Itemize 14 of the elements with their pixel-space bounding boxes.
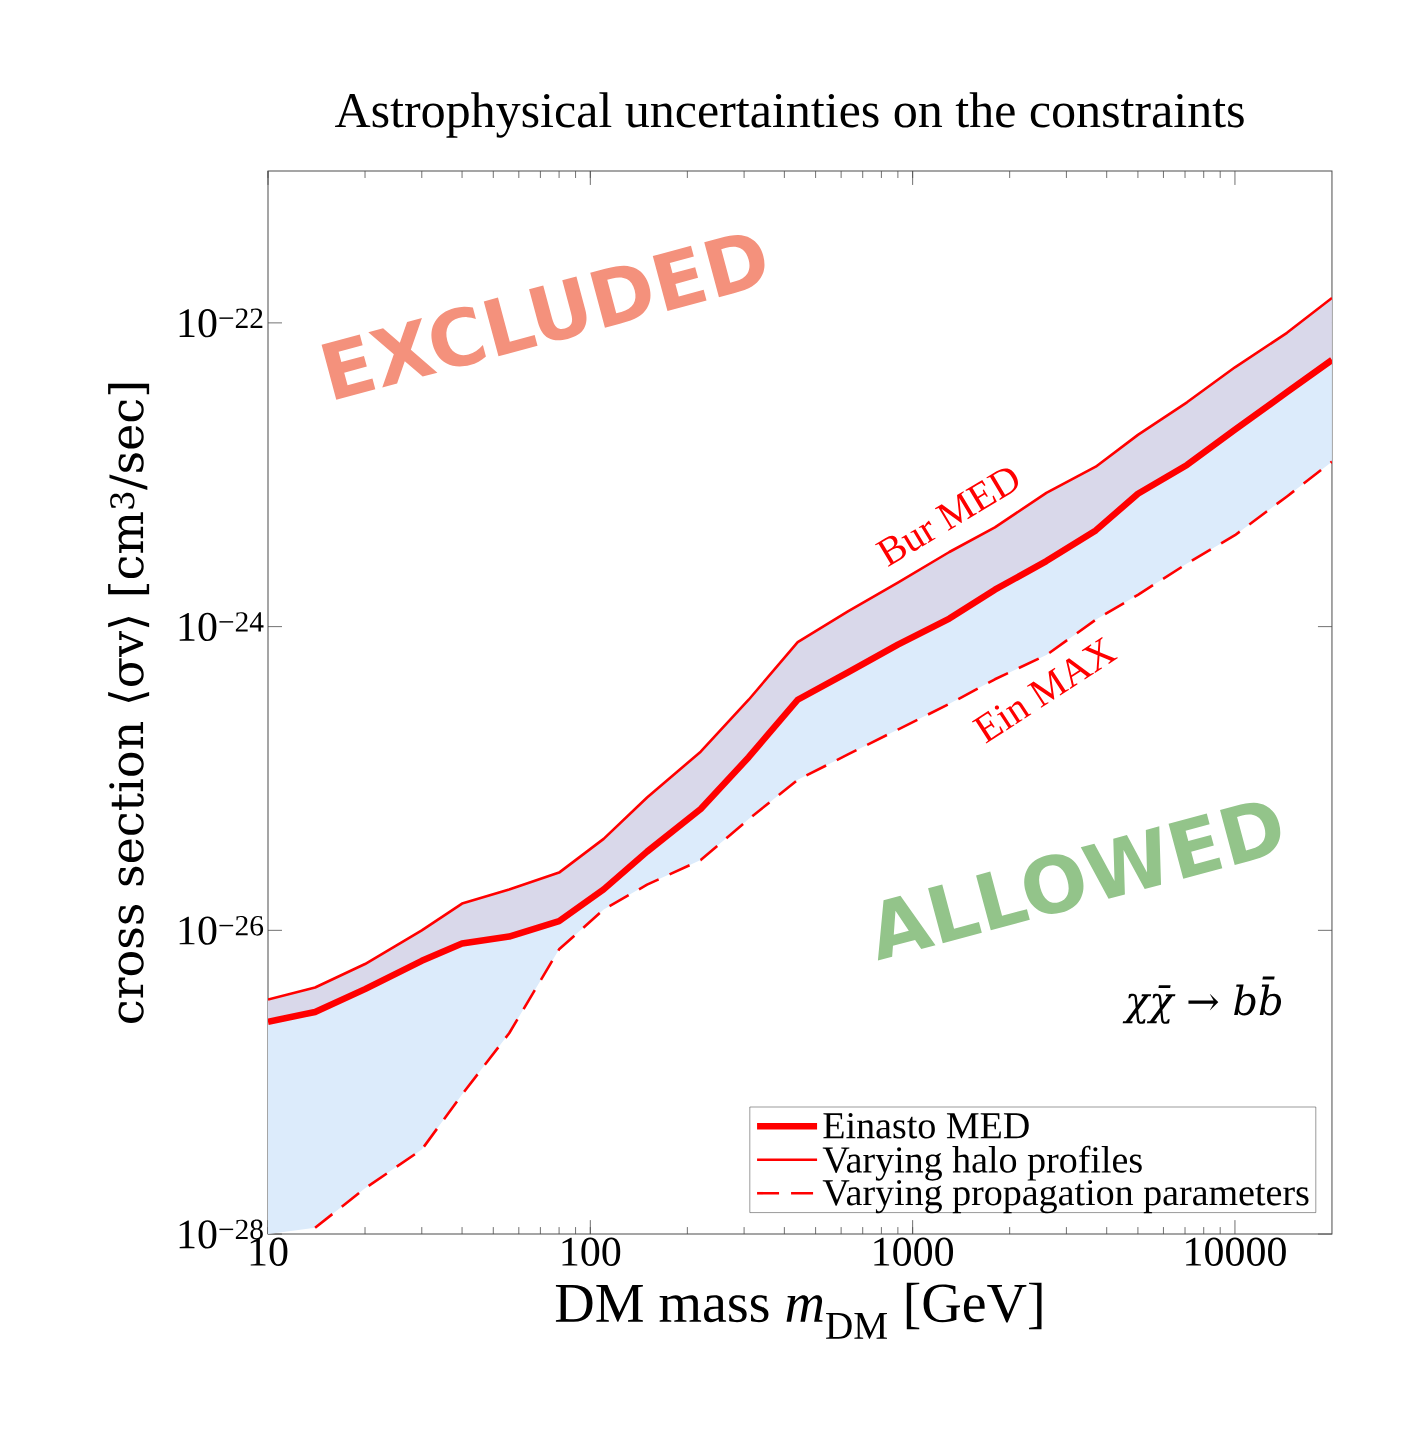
- x-axis-title: DM mass m$_{DM}$ [GeV]: [555, 1282, 1042, 1339]
- x-tick-label: 10000: [1186, 1237, 1286, 1266]
- x-tick-label: 1000: [874, 1237, 954, 1266]
- legend-label: Varying propagation parameters: [822, 1179, 1309, 1214]
- y-axis-title: cross section ⟨σv⟩ [cm$^{3}$/sec]: [108, 383, 150, 1023]
- legend-label: Varying halo profiles: [822, 1145, 1142, 1181]
- legend-label: Einasto MED: [823, 1113, 1029, 1139]
- y-tick-label: 10$^{−22}$: [179, 308, 263, 338]
- chart-title: Astrophysical uncertainties on the constraints: [335, 92, 1244, 138]
- annotation: Bur MED: [874, 468, 1018, 567]
- y-tick-label: 10$^{−26}$: [179, 915, 264, 945]
- y-tick-label: 10$^{−24}$: [179, 612, 264, 642]
- x-tick-label: 100: [562, 1237, 621, 1266]
- annotation: χχ̄ → bb̄: [1122, 976, 1282, 1024]
